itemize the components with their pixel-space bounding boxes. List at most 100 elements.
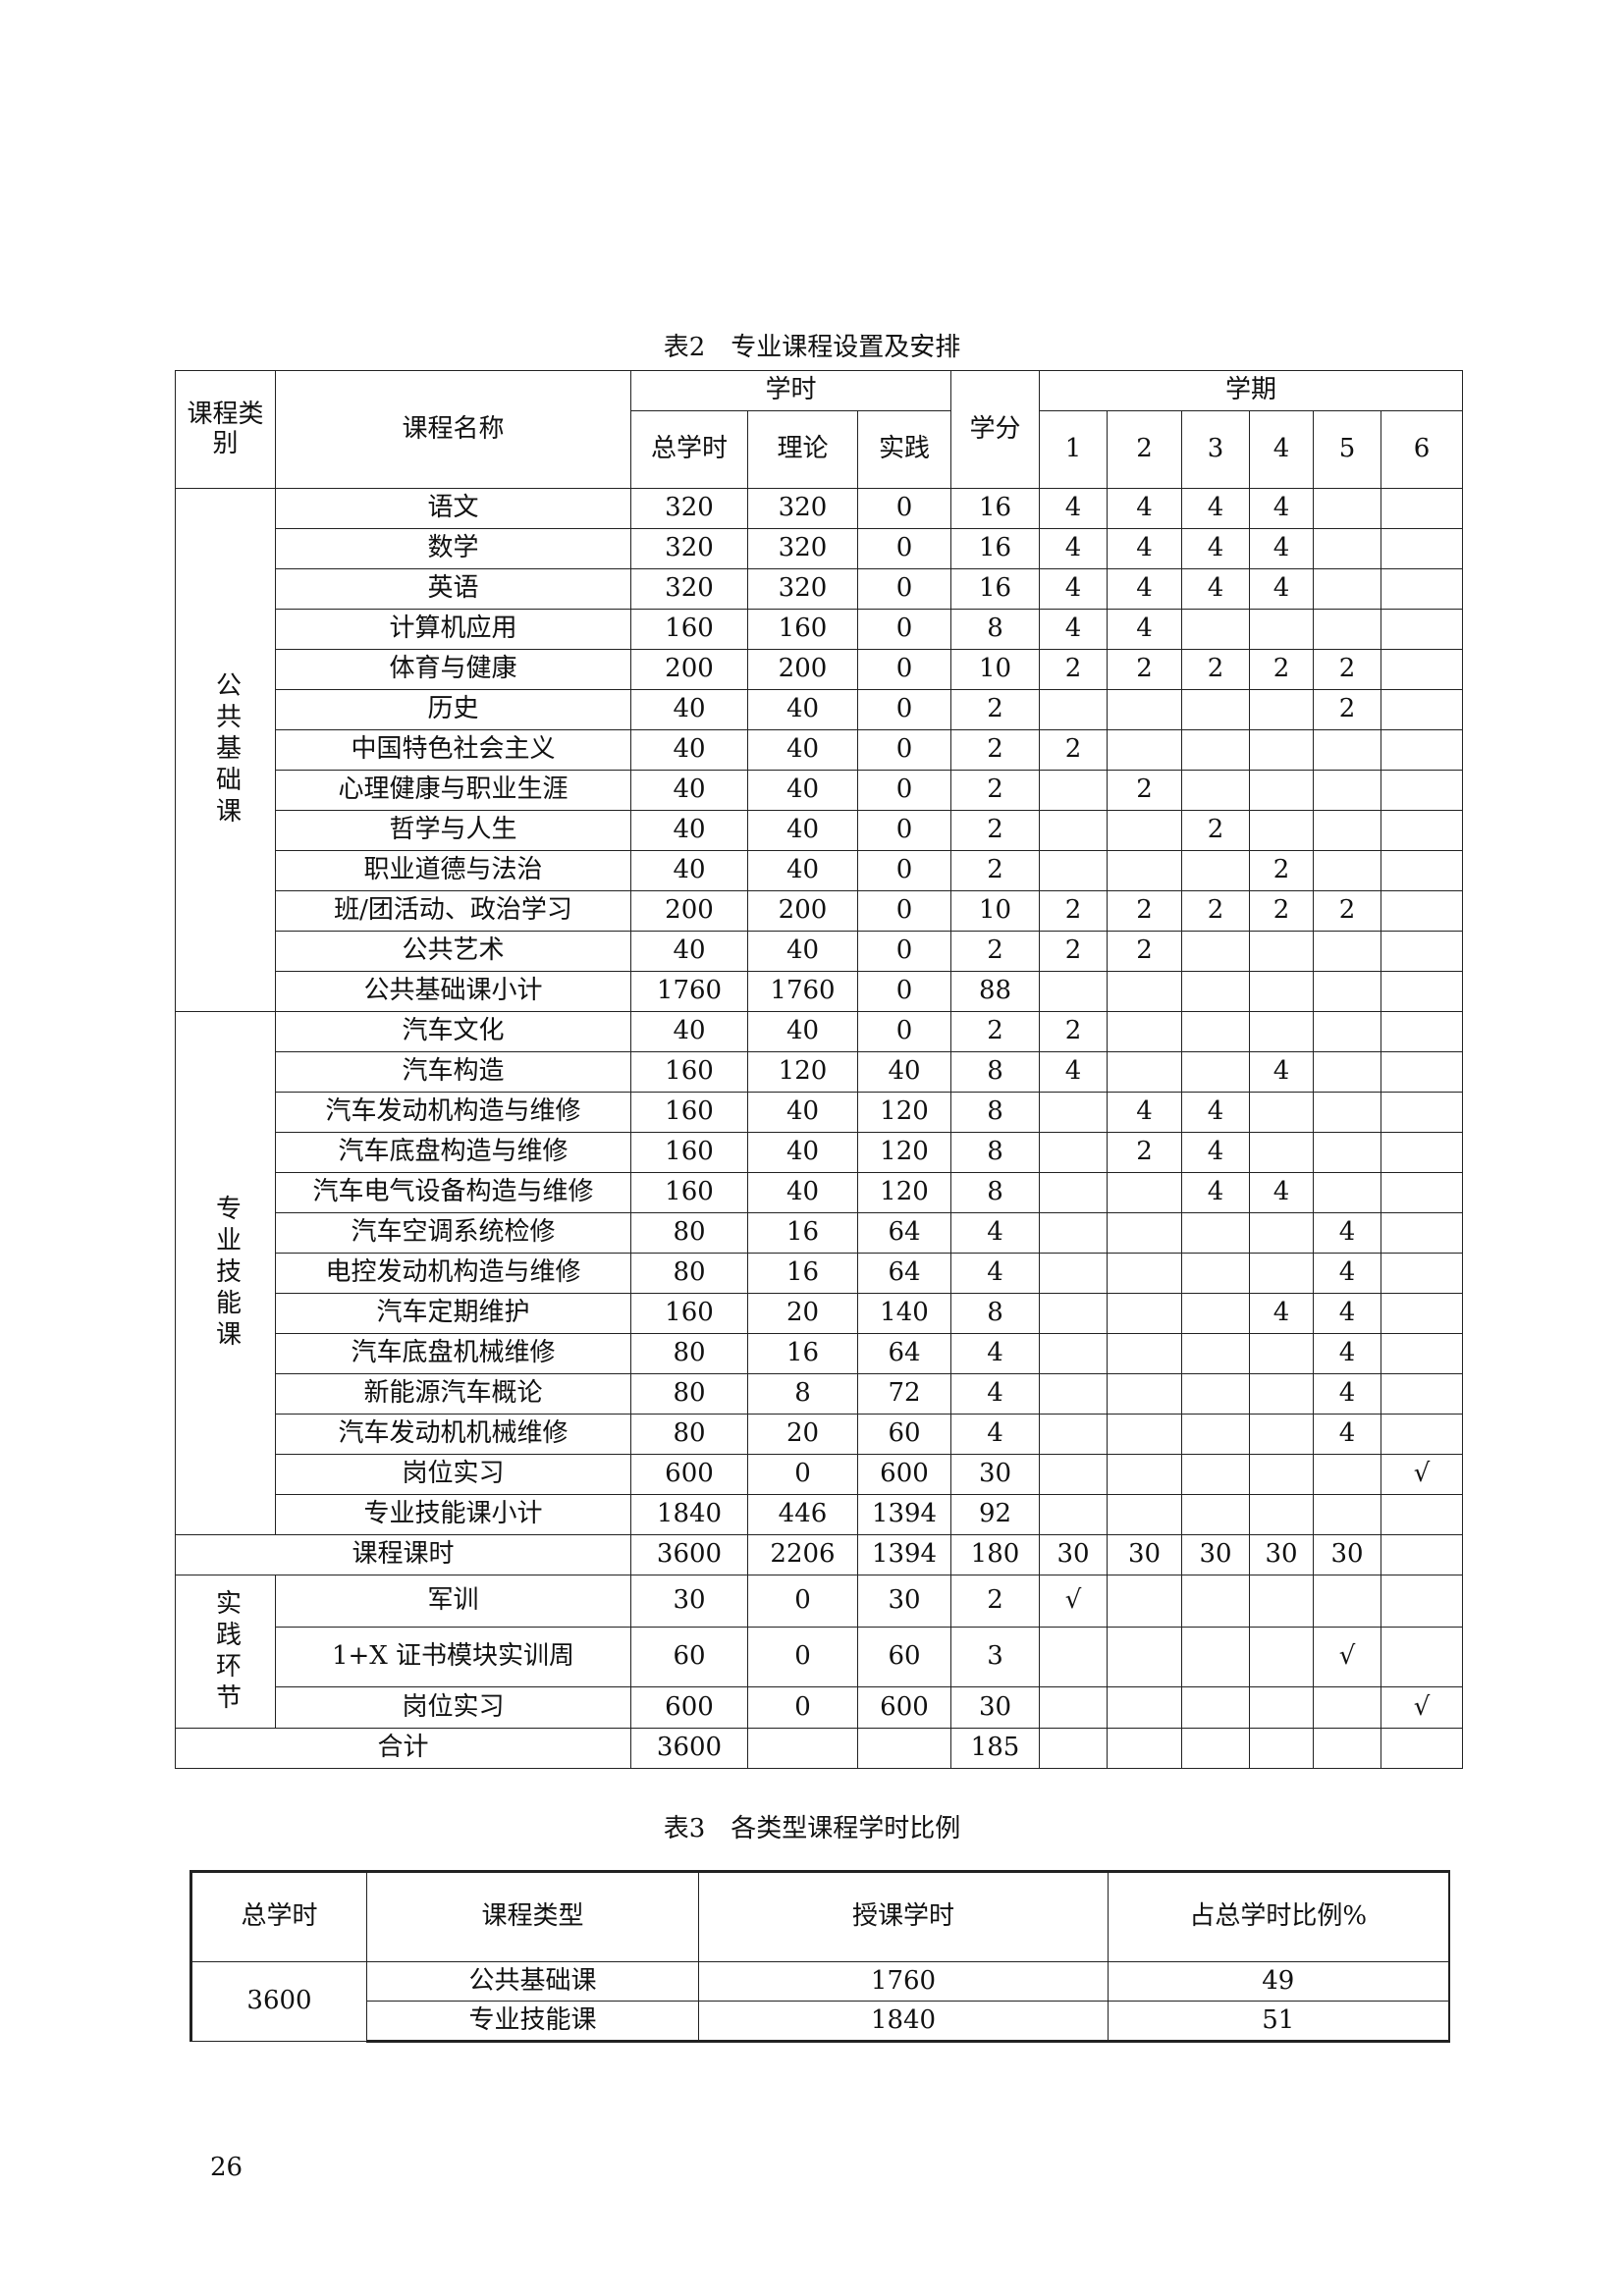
semester-1 [1039, 1253, 1108, 1294]
practice-header: 实践 [857, 410, 951, 489]
table3-caption: 表3 各类型课程学时比例 [663, 1814, 961, 1843]
theory-hours: 40 [747, 931, 858, 972]
semester-1 [1039, 1494, 1108, 1535]
total-hours: 40 [630, 850, 748, 891]
practice-hours: 0 [857, 729, 951, 771]
semester-2 [1107, 1494, 1182, 1535]
credit: 2 [950, 1011, 1040, 1052]
semester-6 [1380, 1212, 1464, 1254]
table-row: 岗位实习 600 0 600 30 √ [176, 1686, 1464, 1729]
table-row: 汽车构造 160 120 40 8 4 4 [176, 1051, 1464, 1093]
semester-3: 2 [1181, 810, 1250, 851]
credit: 2 [950, 729, 1040, 771]
header-row: 总学时 课程类型 授课学时 占总学时比例% [190, 1870, 1449, 1962]
semester-6 [1380, 568, 1464, 610]
theory-hours: 20 [747, 1293, 858, 1334]
semester-3 [1181, 1333, 1250, 1374]
total-hours: 320 [630, 528, 748, 569]
course-hours-row: 课程课时 3600 2206 1394 180 30 30 30 30 30 [175, 1534, 1464, 1575]
practice-hours: 64 [857, 1333, 951, 1374]
semester-3 [1181, 1051, 1250, 1093]
total-hours: 40 [630, 770, 748, 811]
semester-2: 4 [1107, 568, 1182, 610]
credit: 185 [950, 1728, 1040, 1769]
total-hours: 40 [630, 1011, 748, 1052]
total-hours: 600 [630, 1454, 748, 1495]
table-row: 汽车底盘构造与维修 160 40 120 8 2 4 [176, 1132, 1464, 1173]
semester-5 [1313, 1132, 1381, 1173]
table-row: 体育与健康 200 200 0 10 2 2 2 2 2 [176, 649, 1464, 690]
practice-hours: 0 [857, 810, 951, 851]
semester-2 [1107, 689, 1182, 730]
semester-1 [1039, 770, 1108, 811]
total-hours: 80 [630, 1373, 748, 1415]
semester-6 [1380, 1414, 1464, 1455]
semester-5 [1313, 488, 1381, 529]
semester-6 [1380, 1293, 1464, 1334]
semester-6 [1380, 931, 1464, 972]
semester-1 [1039, 1132, 1108, 1173]
course-name: 公共基础课小计 [275, 971, 631, 1012]
semester-4 [1249, 770, 1314, 811]
table-row: 班/团活动、政治学习 200 200 0 10 2 2 2 2 2 [176, 890, 1464, 932]
total-hours: 600 [630, 1686, 748, 1729]
practice-hours: 120 [857, 1172, 951, 1213]
semester-2: 2 [1107, 770, 1182, 811]
theory-hours: 40 [747, 810, 858, 851]
ratio: 49 [1108, 1961, 1449, 2002]
practice-hours: 600 [857, 1686, 951, 1729]
semester-2: 2 [1107, 931, 1182, 972]
semester-5 [1313, 770, 1381, 811]
theory-hours: 320 [747, 568, 858, 610]
total-hours: 200 [630, 649, 748, 690]
semester-1 [1039, 1293, 1108, 1334]
table-row: 职业道德与法治 40 40 0 2 2 [176, 850, 1464, 891]
semester-2: 4 [1107, 488, 1182, 529]
semester-3 [1181, 1454, 1250, 1495]
semester-6: √ [1380, 1686, 1464, 1729]
semester-5 [1313, 1011, 1381, 1052]
semester-4: 4 [1249, 568, 1314, 610]
semester-6 [1380, 729, 1464, 771]
semester-2 [1107, 1373, 1182, 1415]
practice-hours: 0 [857, 770, 951, 811]
table-row: 岗位实习 600 0 600 30 √ [176, 1454, 1464, 1495]
semester-4 [1249, 1373, 1314, 1415]
semester-2: 30 [1107, 1534, 1182, 1575]
theory-hours: 16 [747, 1212, 858, 1254]
semester-3: 2 [1181, 890, 1250, 932]
semester-6 [1380, 1575, 1464, 1628]
semester-6 [1380, 770, 1464, 811]
semester-4 [1249, 971, 1314, 1012]
semester-4 [1249, 1414, 1314, 1455]
theory-hours: 1760 [747, 971, 858, 1012]
semester-2: 2 [1107, 1132, 1182, 1173]
theory-hours: 0 [747, 1575, 858, 1628]
credit: 10 [950, 649, 1040, 690]
practice-hours: 140 [857, 1293, 951, 1334]
credit: 2 [950, 810, 1040, 851]
practice-hours: 1394 [857, 1534, 951, 1575]
semester-1 [1039, 1212, 1108, 1254]
course-name: 语文 [275, 488, 631, 529]
semester-4: 4 [1249, 488, 1314, 529]
category-cell: 公共基础课 [175, 488, 276, 1012]
practice-hours: 0 [857, 1011, 951, 1052]
semester-2 [1107, 1333, 1182, 1374]
ratio: 51 [1108, 2001, 1449, 2043]
practice-hours: 64 [857, 1212, 951, 1254]
semester-4: 4 [1249, 1293, 1314, 1334]
course-name: 汽车定期维护 [275, 1293, 631, 1334]
semester-5: 4 [1313, 1414, 1381, 1455]
semester-4: 4 [1249, 1172, 1314, 1213]
theory-hours: 0 [747, 1686, 858, 1729]
semester-4 [1249, 1253, 1314, 1294]
semester-4: 2 [1249, 850, 1314, 891]
semester-6-header: 6 [1380, 410, 1464, 489]
category-header: 课程类别 [175, 370, 276, 489]
semester-4 [1249, 931, 1314, 972]
table-row: 汽车底盘机械维修 80 16 64 4 4 [176, 1333, 1464, 1374]
practice-hours: 60 [857, 1627, 951, 1687]
semester-6 [1380, 1333, 1464, 1374]
semester-5 [1313, 931, 1381, 972]
